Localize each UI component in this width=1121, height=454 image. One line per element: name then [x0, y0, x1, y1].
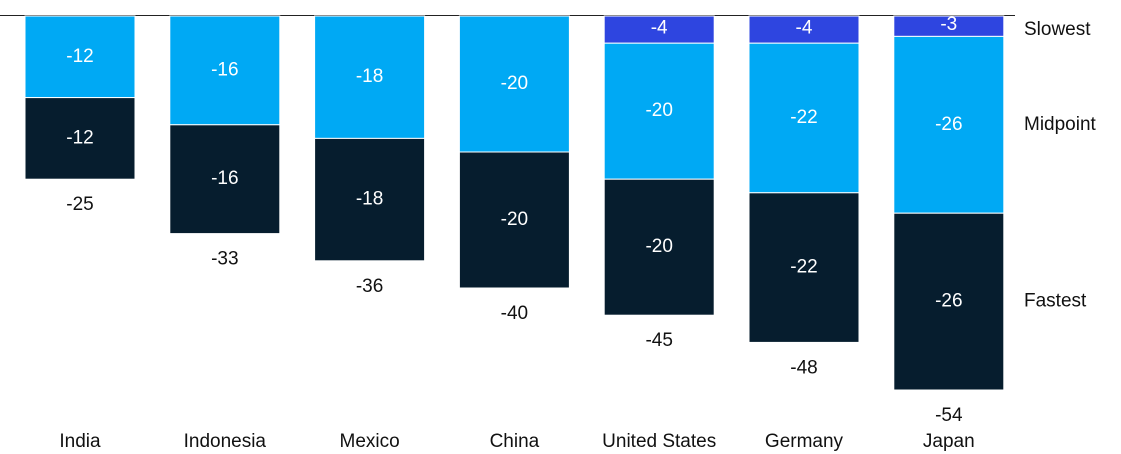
- legend-label-slowest: Slowest: [1024, 19, 1091, 40]
- data-label-slowest-6: -3: [940, 14, 957, 35]
- legend-label-midpoint: Midpoint: [1024, 114, 1097, 135]
- bars-group: -12 -12 -16 -16 -18 -18 -20 -20 -4 -20 -20 -4 -22 -22…: [24, 14, 1005, 391]
- category-labels-group: India Indonesia Mexico China United States Ge…: [59, 431, 974, 452]
- data-label-fastest-2: -18: [356, 189, 383, 210]
- data-label-fastest-1: -16: [211, 168, 238, 189]
- data-label-midpoint-2: -18: [356, 66, 383, 87]
- category-label-4: United States: [602, 431, 716, 452]
- bar-segment-midpoint-5: [748, 42, 860, 194]
- bar-segment-fastest-3: [458, 151, 570, 289]
- total-label-3: -40: [501, 303, 528, 324]
- total-label-2: -36: [356, 276, 383, 297]
- category-label-2: Mexico: [340, 431, 400, 452]
- bar-segment-fastest-0: [24, 97, 136, 180]
- bar-segment-midpoint-3: [458, 15, 570, 153]
- data-label-fastest-0: -12: [66, 127, 93, 148]
- category-label-0: India: [59, 431, 101, 452]
- data-label-fastest-4: -20: [645, 236, 672, 257]
- bar-segment-slowest-5: [748, 15, 860, 44]
- bar-segment-fastest-1: [169, 124, 281, 235]
- data-label-midpoint-0: -12: [66, 46, 93, 67]
- total-label-1: -33: [211, 249, 238, 270]
- data-label-midpoint-5: -22: [790, 107, 817, 128]
- data-label-fastest-5: -22: [790, 257, 817, 278]
- totals-group: -25 -33 -36 -40 -45 -48 -54: [66, 194, 963, 426]
- total-label-6: -54: [935, 405, 963, 426]
- bar-segment-fastest-4: [603, 178, 715, 316]
- bar-segment-midpoint-2: [314, 15, 426, 139]
- legend-label-fastest: Fastest: [1024, 291, 1087, 312]
- bar-segment-fastest-6: [893, 212, 1005, 391]
- data-label-fastest-6: -26: [935, 291, 962, 312]
- data-label-midpoint-3: -20: [501, 73, 528, 94]
- bar-segment-midpoint-6: [893, 35, 1005, 214]
- legend-group: Slowest Midpoint Fastest: [1024, 19, 1097, 311]
- category-label-5: Germany: [765, 431, 844, 452]
- category-label-3: China: [490, 431, 540, 452]
- data-label-midpoint-6: -26: [935, 114, 962, 135]
- bar-segment-midpoint-4: [603, 42, 715, 180]
- category-label-1: Indonesia: [184, 431, 267, 452]
- bar-segment-slowest-4: [603, 15, 715, 44]
- bar-segment-fastest-2: [314, 137, 426, 262]
- data-label-midpoint-4: -20: [645, 100, 672, 121]
- data-label-midpoint-1: -16: [211, 59, 238, 80]
- total-label-5: -48: [790, 357, 817, 378]
- category-label-6: Japan: [923, 431, 975, 452]
- data-label-fastest-3: -20: [501, 209, 528, 230]
- data-label-slowest-5: -4: [796, 18, 813, 39]
- total-label-4: -45: [645, 330, 672, 351]
- total-label-0: -25: [66, 194, 93, 215]
- data-label-slowest-4: -4: [651, 18, 668, 39]
- bar-segment-fastest-5: [748, 192, 860, 343]
